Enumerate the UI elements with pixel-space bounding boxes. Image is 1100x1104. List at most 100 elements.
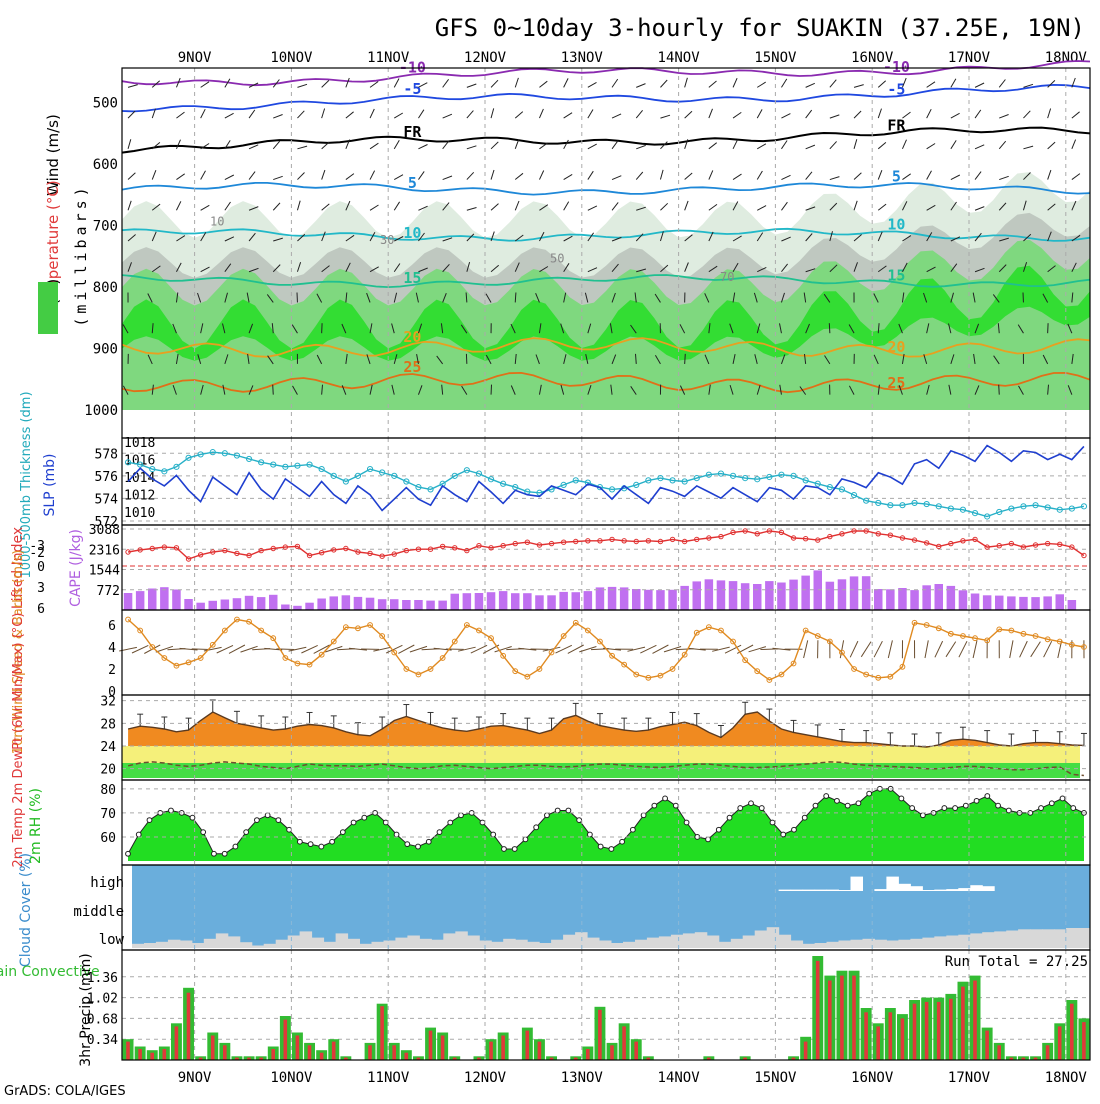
wind-barb: [539, 81, 547, 87]
rh2m-fill: [128, 789, 1084, 861]
wind-barb-10m: [1031, 642, 1041, 657]
rh2m-point: [459, 813, 464, 818]
cloud-low-bar: [659, 936, 672, 948]
rh2m-point: [330, 839, 335, 844]
cape-bar: [1007, 596, 1016, 610]
cloud-high-bar: [910, 886, 923, 891]
wind-barb: [297, 111, 304, 118]
cape-bar: [1068, 600, 1077, 610]
wind-barb: [491, 80, 498, 87]
cloud-low-bar: [336, 933, 349, 948]
date-label-top: 9NOV: [178, 50, 212, 66]
wind-barb: [588, 206, 597, 210]
wind-barb: [273, 203, 280, 210]
wind-barb: [660, 203, 667, 210]
cloud-low-bar: [348, 939, 361, 948]
wind-barb-10m: [935, 641, 943, 657]
rh2m-point: [448, 820, 453, 825]
rh2m-point: [577, 818, 582, 823]
wind-barb: [806, 110, 812, 118]
cloud-low-bar: [1066, 928, 1079, 948]
isotherm-label: 25: [887, 374, 905, 392]
cape-bar: [826, 582, 835, 610]
isotherm-label: 10: [403, 224, 421, 242]
cloud-low-bar: [479, 941, 492, 949]
rh2m-point: [802, 815, 807, 820]
cape-bar: [729, 581, 738, 610]
rh2m-point: [437, 830, 442, 835]
date-label-top: 12NOV: [464, 50, 507, 66]
wind-barb: [273, 141, 279, 149]
precip-conv-bar: [852, 976, 856, 1060]
wind-barb: [515, 112, 523, 118]
rh2m-point: [362, 815, 367, 820]
cape-bar: [124, 593, 133, 610]
cloud-low-bar: [503, 939, 516, 948]
cape-bar: [693, 581, 702, 610]
wind-barb: [322, 170, 325, 179]
date-label-bottom: 18NOV: [1045, 1070, 1088, 1086]
wind-ytick: 2: [108, 663, 116, 678]
wind-barb: [588, 82, 597, 87]
wind-barb-10m: [301, 645, 317, 653]
cloud-low-bar: [1030, 929, 1043, 948]
rh2m-point: [212, 851, 217, 856]
rh-contour-label: 70: [720, 270, 734, 284]
wind-barb: [1048, 170, 1051, 179]
cape-bar: [451, 594, 460, 610]
rh2m-point: [566, 808, 571, 813]
wind-ytick: 4: [108, 641, 116, 656]
wind-barb: [1048, 142, 1055, 149]
cloud-level-label: high: [90, 875, 124, 891]
panel-frame: [122, 438, 1090, 525]
cape-bar: [209, 601, 218, 610]
cape-bar: [438, 601, 447, 610]
wind-barb: [951, 113, 960, 118]
wind-barb: [612, 79, 618, 87]
cloud-high-bar: [898, 884, 911, 891]
rh2m-point: [126, 851, 131, 856]
wind-barb: [467, 146, 477, 149]
wind-barb: [273, 176, 282, 179]
wind-barb: [249, 145, 258, 149]
cape-bar: [257, 597, 266, 610]
wind-barb: [394, 79, 399, 88]
wind-barb-10m: [192, 649, 210, 650]
rh2m-point: [1071, 806, 1076, 811]
wind-barb: [394, 140, 399, 149]
temp-ytick: 32: [100, 695, 116, 710]
rh2m-point: [244, 830, 249, 835]
cape-bar: [196, 603, 205, 610]
wind-barb: [346, 112, 354, 118]
cape-bar: [741, 583, 750, 610]
wind-barb-10m: [804, 640, 808, 658]
wind-ytick: 6: [108, 619, 116, 634]
wind-barb: [612, 141, 618, 149]
wind-barb: [370, 109, 374, 118]
slp-ytick: 1012: [124, 489, 155, 504]
cape-bar: [874, 589, 883, 610]
wind-barb: [878, 170, 882, 179]
wind-barb: [975, 110, 981, 118]
wind-barb: [685, 201, 688, 210]
cape-bar: [572, 592, 581, 610]
wind-barb: [394, 175, 403, 180]
cloud-low-bar: [372, 942, 385, 948]
date-label-bottom: 17NOV: [948, 1070, 991, 1086]
cloud-low-bar: [695, 932, 708, 948]
wind-barb: [660, 115, 670, 118]
cape-bar: [608, 587, 617, 610]
cloud-low-bar: [419, 939, 432, 948]
rh2m-point: [491, 832, 496, 837]
wind-barb: [394, 113, 403, 118]
wind-barb: [225, 113, 234, 118]
wind-barb-10m: [946, 642, 956, 657]
wind-barb-10m: [850, 641, 858, 657]
precip-conv-bar: [308, 1045, 312, 1060]
wind-barb: [152, 170, 156, 179]
wind-barb: [660, 170, 663, 180]
wind-barb: [564, 174, 573, 179]
wind-barb-10m: [888, 640, 892, 658]
